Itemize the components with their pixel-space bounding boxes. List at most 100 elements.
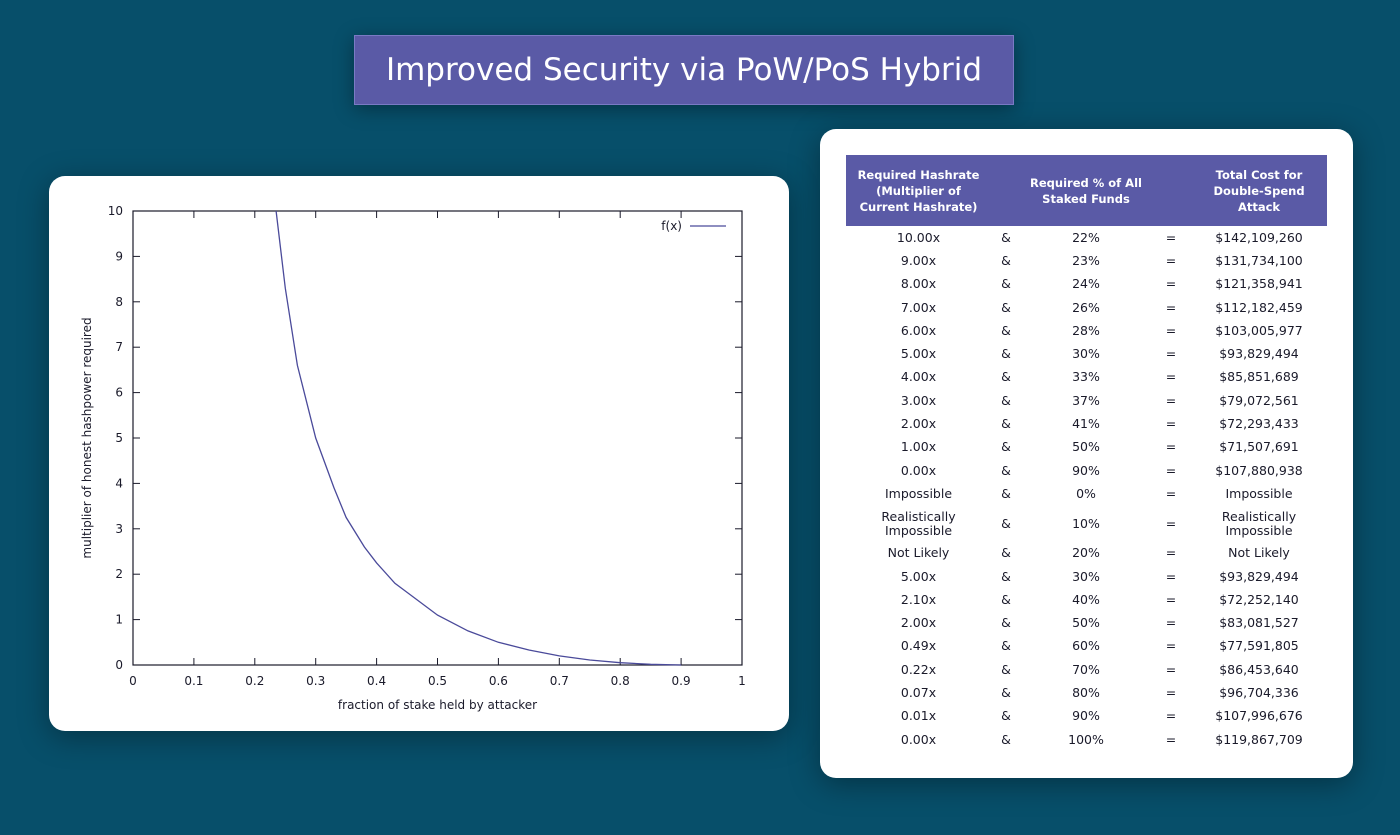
table-cell: 6.00x	[900, 322, 937, 338]
table-cell: &	[1001, 369, 1011, 385]
y-tick-label: 1	[115, 613, 123, 627]
y-tick-label: 7	[115, 340, 123, 354]
table-cell: $79,072,561	[1219, 392, 1299, 408]
table-row: Not Likely & 20% = Not Likely	[846, 542, 1327, 565]
legend-label: f(x)	[661, 219, 682, 233]
table-header-row: Required Hashrate (Multiplier of Current…	[846, 155, 1327, 226]
table-row: 5.00x & 30% = $93,829,494	[846, 342, 1327, 365]
chart-card: 0 0.1 0.2 0.3 0.4 0.5 0.6 0.7 0.8 0.9 1 0 1 2 3 4 5 6 7 8 9 1…	[49, 176, 789, 731]
table-header-cell: Required Hashrate (Multiplier of Current…	[846, 155, 991, 226]
table-cell: $112,182,459	[1215, 299, 1303, 315]
table-cell: $85,851,689	[1219, 369, 1299, 385]
table-cell: $93,829,494	[1219, 568, 1299, 584]
table-cell: &	[1001, 568, 1011, 584]
table-cell: 3.00x	[900, 392, 937, 408]
table-cell: =	[1165, 591, 1177, 607]
table-cell: &	[1001, 392, 1011, 408]
table-row: 4.00x & 33% = $85,851,689	[846, 366, 1327, 389]
table-cell: $93,829,494	[1219, 346, 1299, 362]
table-cell: 60%	[1072, 638, 1100, 654]
table-cell: =	[1165, 369, 1177, 385]
table-cell: 33%	[1072, 369, 1100, 385]
table-cell: 50%	[1072, 439, 1100, 455]
table-cell: =	[1165, 568, 1177, 584]
y-tick-label: 3	[115, 522, 123, 536]
table-cell: &	[1001, 229, 1011, 245]
table-cell: $119,867,709	[1215, 731, 1303, 747]
table-cell: Not Likely	[887, 545, 950, 561]
table-cell: $72,252,140	[1219, 591, 1299, 607]
table-cell: 0%	[1076, 485, 1096, 501]
table-header-cell: Required % of All Staked Funds	[1021, 155, 1151, 226]
table-cell: 22%	[1072, 229, 1100, 245]
table-cell: &	[1001, 731, 1011, 747]
table-header-cell	[991, 155, 1021, 226]
table-cell: 70%	[1072, 661, 1100, 677]
table-row: 0.00x & 90% = $107,880,938	[846, 459, 1327, 482]
table-cell: 10.00x	[896, 229, 941, 245]
table-cell: &	[1001, 684, 1011, 700]
table-cell: 2.00x	[900, 416, 937, 432]
x-axis-label: fraction of stake held by attacker	[338, 698, 537, 712]
table-cell: &	[1001, 276, 1011, 292]
y-tick-label: 4	[115, 476, 123, 490]
table-cell: 20%	[1072, 545, 1100, 561]
table-cell: &	[1001, 638, 1011, 654]
table-cell: 90%	[1072, 708, 1100, 724]
table-card: Required Hashrate (Multiplier of Current…	[820, 129, 1353, 778]
table-cell: 9.00x	[900, 252, 937, 268]
table-row: 2.10x & 40% = $72,252,140	[846, 588, 1327, 611]
table-cell: =	[1165, 252, 1177, 268]
table-cell: =	[1165, 299, 1177, 315]
table-cell: &	[1001, 545, 1011, 561]
table-row: 10.00x & 22% = $142,109,260	[846, 226, 1327, 249]
y-axis-label: multiplier of honest hashpower required	[80, 317, 94, 558]
table-row: 3.00x & 37% = $79,072,561	[846, 389, 1327, 412]
table-cell: $107,996,676	[1215, 708, 1303, 724]
table-row: 1.00x & 50% = $71,507,691	[846, 436, 1327, 459]
table-cell: 24%	[1072, 276, 1100, 292]
line-chart: 0 0.1 0.2 0.3 0.4 0.5 0.6 0.7 0.8 0.9 101234567891…	[80, 204, 746, 712]
table-cell: 0.22x	[900, 661, 937, 677]
table-cell: &	[1001, 615, 1011, 631]
table-cell: $121,358,941	[1215, 276, 1303, 292]
table-cell: 50%	[1072, 615, 1100, 631]
table-cell: =	[1165, 439, 1177, 455]
table-cell: &	[1001, 591, 1011, 607]
table-cell: =	[1165, 346, 1177, 362]
y-tick-label: 0	[115, 658, 123, 672]
table-row: Realistically Impossible & 10% = Realistical…	[846, 506, 1327, 542]
table-header-cell	[1151, 155, 1191, 226]
y-tick-label: 8	[115, 295, 123, 309]
plot-frame	[132, 210, 743, 666]
table-row: Impossible & 0% = Impossible	[846, 482, 1327, 505]
table-cell: &	[1001, 299, 1011, 315]
table-cell: 7.00x	[900, 299, 937, 315]
y-tick-label: 9	[115, 249, 123, 263]
attack-cost-table: Required Hashrate (Multiplier of Current…	[846, 155, 1327, 751]
table-cell: 1.00x	[900, 439, 937, 455]
table-cell: 0.07x	[900, 684, 937, 700]
table-cell: &	[1001, 515, 1011, 531]
y-tick-label: 2	[115, 567, 123, 581]
table-cell: 2.00x	[900, 615, 937, 631]
table-cell: =	[1165, 731, 1177, 747]
x-tick-label: 0.7	[550, 674, 569, 688]
table-cell: 100%	[1068, 731, 1104, 747]
table-cell: =	[1165, 392, 1177, 408]
x-tick-label: 1	[738, 674, 746, 688]
table-cell: 4.00x	[900, 369, 937, 385]
table-cell: =	[1165, 416, 1177, 432]
table-cell: 23%	[1072, 252, 1100, 268]
table-cell: 10%	[1072, 515, 1100, 531]
table-cell: $96,704,336	[1219, 684, 1299, 700]
table-cell: &	[1001, 346, 1011, 362]
table-cell: 30%	[1072, 568, 1100, 584]
table-cell: 28%	[1072, 322, 1100, 338]
table-cell: $77,591,805	[1219, 638, 1299, 654]
table-row: 6.00x & 28% = $103,005,977	[846, 319, 1327, 342]
table-row: 2.00x & 50% = $83,081,527	[846, 611, 1327, 634]
y-tick-label: 6	[115, 386, 123, 400]
table-cell: Not Likely	[1228, 545, 1290, 561]
table-cell: 90%	[1072, 462, 1100, 478]
